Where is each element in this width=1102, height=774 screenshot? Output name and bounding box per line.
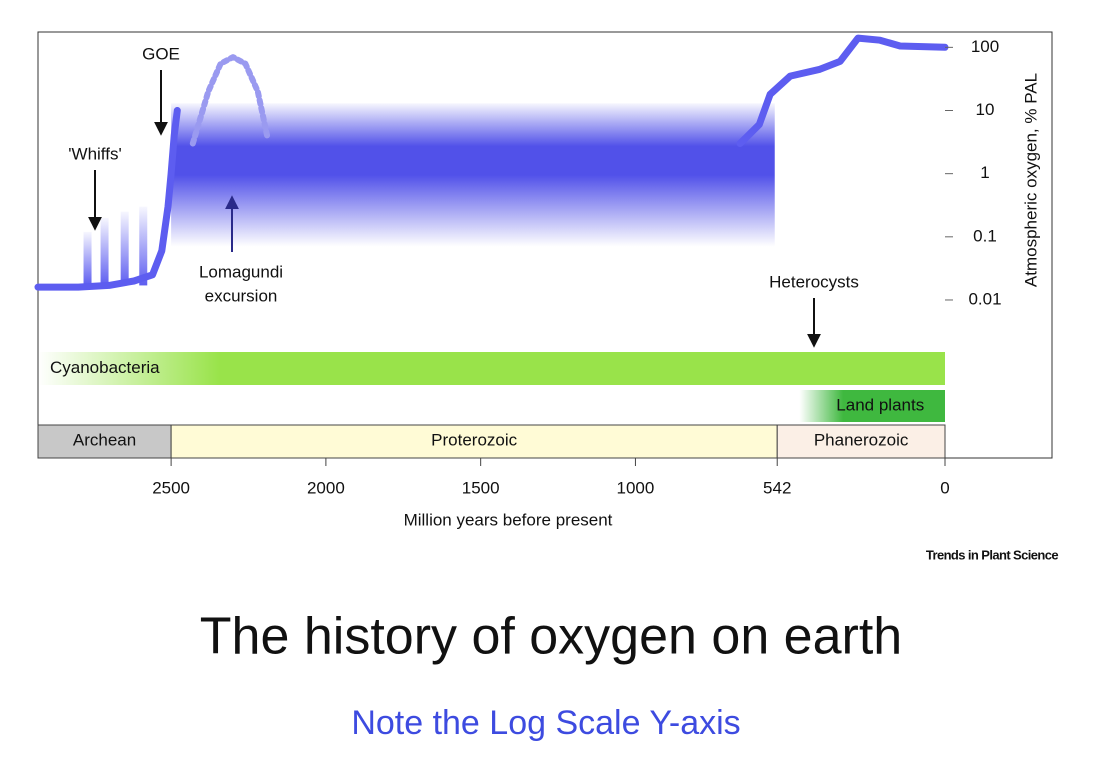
range-label: Cyanobacteria	[50, 358, 160, 377]
y-tick-label: 1	[980, 163, 989, 182]
x-tick-label: 2000	[307, 478, 345, 497]
range-band	[171, 103, 775, 247]
eon-label: Proterozoic	[431, 430, 517, 449]
eon-bar	[776, 424, 946, 459]
y-axis-label: Atmospheric oxygen, % PAL	[1021, 73, 1040, 287]
whiff-bar	[83, 231, 92, 286]
y-tick-label: 0.01	[968, 289, 1001, 308]
x-axis-label: Million years before present	[404, 510, 613, 529]
x-tick-label: 1000	[617, 478, 655, 497]
subtitle: Note the Log Scale Y-axis	[351, 704, 740, 742]
eon-label: Phanerozoic	[814, 430, 909, 449]
range-bar	[799, 390, 945, 422]
annotation: Heterocysts	[769, 272, 859, 291]
x-tick-label: 2500	[152, 478, 190, 497]
range-label: Land plants	[836, 395, 924, 414]
eon-label: Archean	[73, 430, 136, 449]
title: The history of oxygen on earth	[200, 608, 902, 666]
whiff-bar	[100, 217, 109, 286]
annotation: 'Whiffs'	[68, 144, 121, 163]
annotation: GOE	[142, 44, 180, 63]
whiff-bar	[120, 211, 129, 286]
plot: Cyanobacteria Land plants Archean Proterozo…	[34, 34, 1002, 497]
x-tick-label: 0	[940, 478, 949, 497]
range-bar	[38, 352, 945, 385]
annotation: excursion	[205, 286, 278, 305]
x-tick-label: 542	[763, 478, 791, 497]
whiff-bar	[139, 206, 148, 286]
x-tick-label: 1500	[462, 478, 500, 497]
source: Trends in Plant Science	[926, 547, 1059, 562]
y-tick-label: 100	[971, 37, 999, 56]
oxygen-line	[34, 34, 949, 291]
annotation: Lomagundi	[199, 262, 283, 281]
y-tick-label: 0.1	[973, 226, 997, 245]
y-tick-label: 10	[976, 100, 995, 119]
eon-bar	[170, 424, 778, 459]
oxygen-line	[189, 54, 271, 147]
